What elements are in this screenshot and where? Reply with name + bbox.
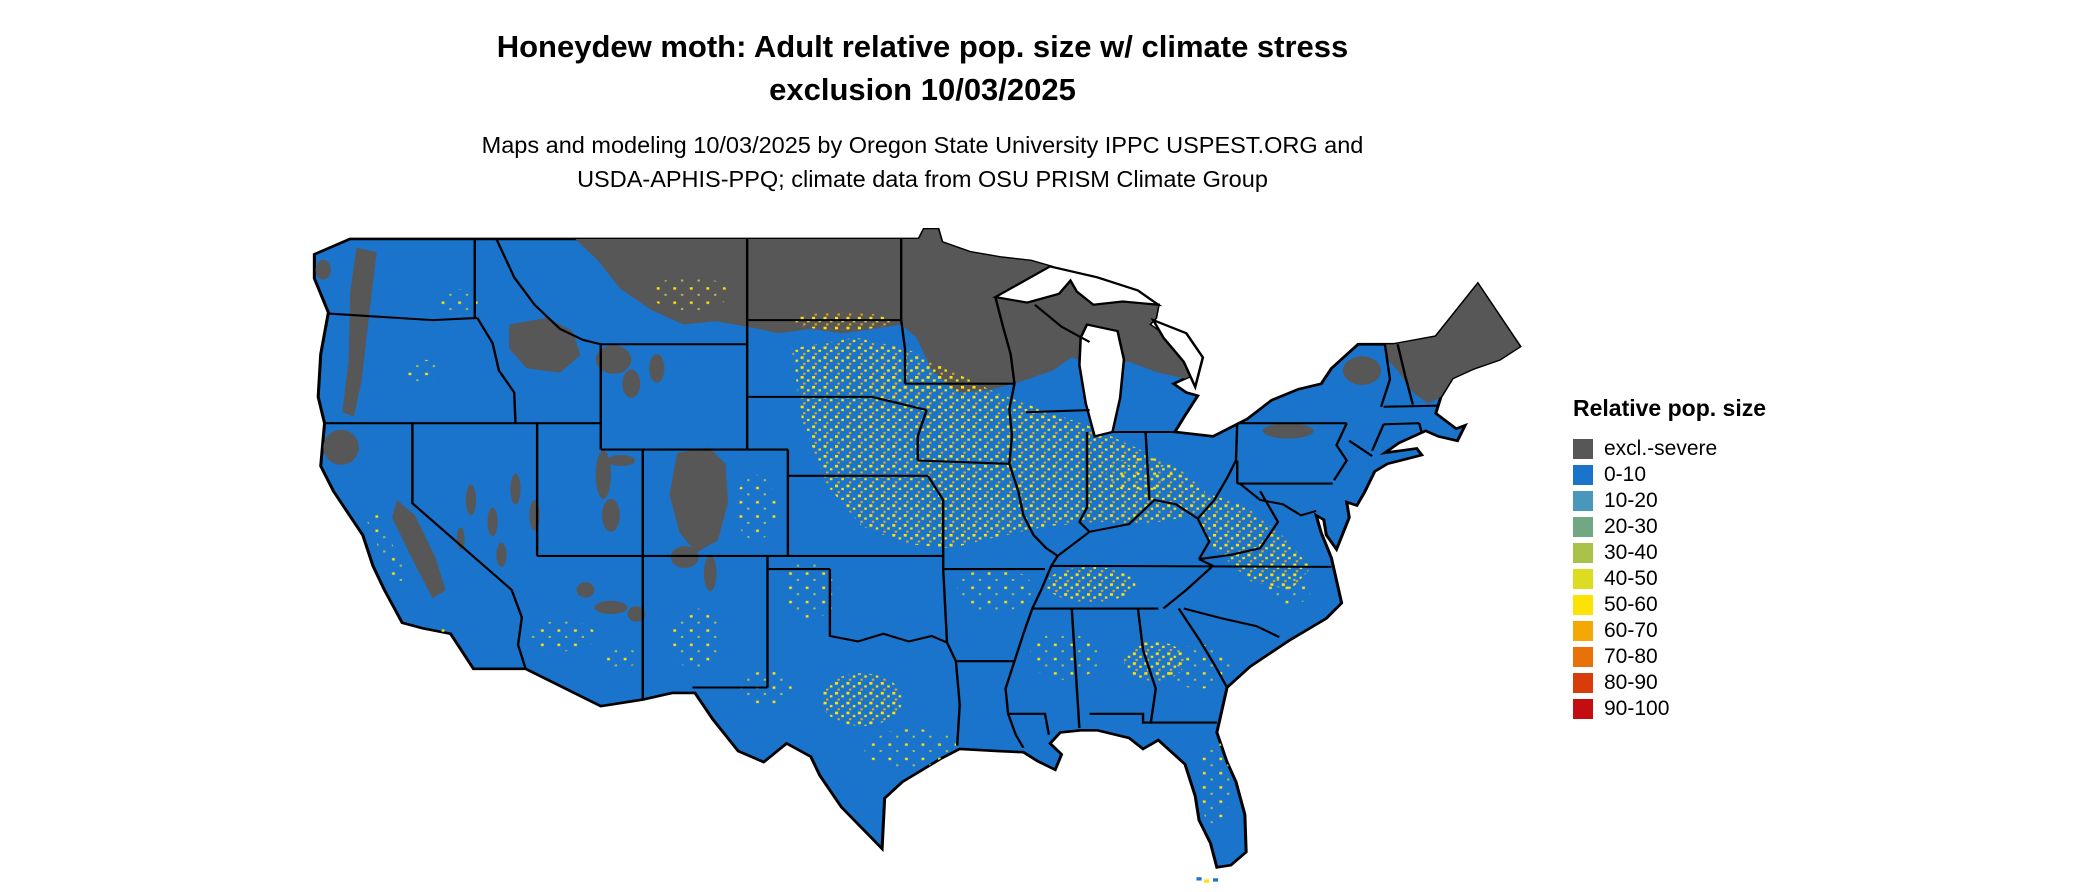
page-title: Honeydew moth: Adult relative pop. size … (0, 26, 1845, 112)
legend-swatch (1573, 595, 1593, 615)
legend-item: 60-70 (1573, 618, 1766, 644)
subtitle-line2: USDA-APHIS-PPQ; climate data from OSU PR… (577, 165, 1268, 192)
legend-item: 50-60 (1573, 592, 1766, 618)
title-block: Honeydew moth: Adult relative pop. size … (0, 26, 1845, 196)
legend-item: 0-10 (1573, 462, 1766, 488)
page-title-line2: exclusion 10/03/2025 (769, 71, 1076, 107)
legend-item: 90-100 (1573, 696, 1766, 722)
population-speckle-regions (365, 276, 1312, 824)
legend-label: 90-100 (1604, 697, 1670, 720)
great-lakes (992, 265, 1205, 438)
legend-label: 80-90 (1604, 671, 1658, 694)
legend-label: 0-10 (1604, 463, 1647, 486)
legend-swatch (1573, 621, 1593, 641)
page-title-line1: Honeydew moth: Adult relative pop. size … (496, 29, 1349, 64)
legend-label: excl.-severe (1604, 437, 1718, 460)
legend-item: 20-30 (1573, 514, 1766, 540)
legend-item: 10-20 (1573, 488, 1766, 514)
lake-michigan (1078, 323, 1126, 438)
legend-title: Relative pop. size (1573, 395, 1767, 421)
legend-item: 80-90 (1573, 670, 1766, 696)
legend-swatch (1573, 673, 1593, 693)
us-map (312, 228, 1522, 883)
excluded-climate-regions (315, 229, 1520, 622)
state-borders (324, 238, 1439, 749)
legend-item: 40-50 (1573, 566, 1766, 592)
legend-label: 10-20 (1604, 489, 1658, 512)
legend-swatch (1573, 647, 1593, 667)
legend-label: 70-80 (1604, 645, 1658, 668)
lake-superior (992, 265, 1163, 307)
legend-label: 40-50 (1604, 567, 1658, 590)
legend-swatch (1573, 543, 1593, 563)
subtitle-line1: Maps and modeling 10/03/2025 by Oregon S… (481, 131, 1364, 158)
lake-huron (1150, 317, 1205, 391)
florida-keys-specks (1196, 877, 1219, 883)
legend-item: 70-80 (1573, 644, 1766, 670)
legend-label: 30-40 (1604, 541, 1658, 564)
legend-item: 30-40 (1573, 540, 1766, 566)
legend-swatch (1573, 517, 1593, 537)
legend-swatch (1573, 491, 1593, 511)
legend-swatch (1573, 439, 1593, 459)
legend-swatch (1573, 699, 1593, 719)
legend-item: excl.-severe (1573, 436, 1766, 462)
legend: Relative pop. size excl.-severe 0-10 10-… (1573, 395, 1766, 722)
legend-label: 50-60 (1604, 593, 1658, 616)
page-subtitle: Maps and modeling 10/03/2025 by Oregon S… (0, 128, 1845, 196)
legend-label: 20-30 (1604, 515, 1658, 538)
legend-swatch (1573, 569, 1593, 589)
legend-swatch (1573, 465, 1593, 485)
legend-label: 60-70 (1604, 619, 1658, 642)
